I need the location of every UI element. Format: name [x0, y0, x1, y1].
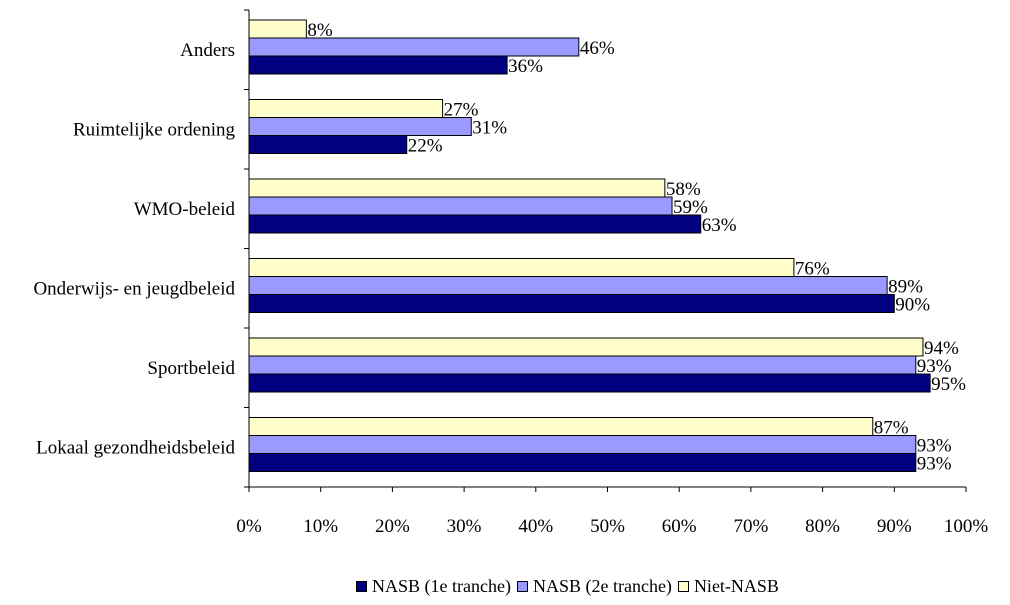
bar-nasb-2e-tranche-wmo-beleid [248, 196, 673, 216]
bar-nasb-1e-tranche-sportbeleid [248, 373, 931, 393]
x-tick-label: 70% [733, 516, 768, 537]
bar-nasb-1e-tranche-wmo-beleid [248, 214, 702, 234]
x-tick-label: 10% [303, 516, 338, 537]
bar-niet-nasb-anders [248, 19, 307, 39]
data-label-nasb-2e-tranche-wmo-beleid: 59% [673, 197, 708, 218]
bar-nasb-2e-tranche-onderwijs-en-jeugdbeleid [248, 276, 888, 295]
data-label-niet-nasb-wmo-beleid: 58% [666, 179, 701, 200]
bar-niet-nasb-lokaal-gezondheidsbeleid [248, 417, 874, 436]
data-label-nasb-2e-tranche-sportbeleid: 93% [917, 356, 952, 377]
bar-niet-nasb-wmo-beleid [248, 178, 666, 198]
data-label-nasb-1e-tranche-anders: 36% [508, 56, 543, 77]
data-label-nasb-2e-tranche-ruimtelijke-ordening: 31% [472, 118, 507, 139]
x-tick-label: 0% [236, 516, 262, 537]
data-label-nasb-2e-tranche-anders: 46% [580, 38, 615, 59]
category-label-onderwijs-en-jeugdbeleid: Onderwijs- en jeugdbeleid [33, 278, 235, 299]
bar-nasb-1e-tranche-ruimtelijke-ordening [248, 135, 408, 154]
x-tick-label: 50% [590, 516, 625, 537]
data-label-nasb-1e-tranche-sportbeleid: 95% [931, 374, 966, 395]
x-tick-label: 20% [375, 516, 410, 537]
x-tick-label: 30% [447, 516, 482, 537]
data-label-niet-nasb-sportbeleid: 94% [924, 338, 959, 359]
bar-nasb-1e-tranche-lokaal-gezondheidsbeleid [248, 453, 917, 472]
x-tick-label: 100% [944, 516, 989, 537]
legend-label-niet-nasb: Niet-NASB [693, 575, 779, 596]
category-label-lokaal-gezondheidsbeleid: Lokaal gezondheidsbeleid [36, 437, 235, 458]
bar-nasb-1e-tranche-anders [248, 55, 508, 75]
bar-nasb-2e-tranche-lokaal-gezondheidsbeleid [248, 435, 917, 454]
bar-nasb-2e-tranche-ruimtelijke-ordening [248, 117, 472, 136]
bar-niet-nasb-onderwijs-en-jeugdbeleid [248, 258, 795, 277]
legend-item-nasb-2e-tranche: NASB (2e tranche) [516, 575, 672, 597]
legend-label-nasb-1e-tranche: NASB (1e tranche) [372, 575, 511, 596]
x-tick-label: 80% [805, 516, 840, 537]
bar-nasb-1e-tranche-onderwijs-en-jeugdbeleid [248, 294, 895, 313]
category-label-sportbeleid: Sportbeleid [147, 358, 235, 379]
data-label-nasb-2e-tranche-onderwijs-en-jeugdbeleid: 89% [888, 277, 923, 298]
legend-label-nasb-2e-tranche: NASB (2e tranche) [532, 575, 672, 596]
legend-item-nasb-1e-tranche: NASB (1e tranche) [356, 576, 511, 597]
bar-niet-nasb-ruimtelijke-ordening [248, 99, 444, 118]
category-label-wmo-beleid: WMO-beleid [134, 199, 236, 220]
x-tick-label: 90% [877, 516, 912, 537]
data-label-niet-nasb-anders: 8% [307, 20, 333, 41]
data-label-nasb-1e-tranche-lokaal-gezondheidsbeleid: 93% [917, 454, 952, 475]
data-label-niet-nasb-ruimtelijke-ordening: 27% [444, 100, 479, 121]
category-label-anders: Anders [180, 40, 235, 61]
data-label-niet-nasb-onderwijs-en-jeugdbeleid: 76% [795, 259, 830, 280]
legend-item-niet-nasb: Niet-NASB [677, 575, 779, 597]
legend-swatch-nasb-1e-tranche [356, 580, 367, 592]
bar-niet-nasb-sportbeleid [248, 337, 924, 357]
data-label-nasb-1e-tranche-ruimtelijke-ordening: 22% [408, 136, 443, 157]
data-label-niet-nasb-lokaal-gezondheidsbeleid: 87% [874, 418, 909, 439]
bar-nasb-2e-tranche-sportbeleid [248, 355, 917, 375]
category-label-ruimtelijke-ordening: Ruimtelijke ordening [73, 119, 236, 140]
x-tick-label: 40% [518, 516, 553, 537]
data-label-nasb-1e-tranche-onderwijs-en-jeugdbeleid: 90% [895, 295, 930, 316]
data-label-nasb-1e-tranche-wmo-beleid: 63% [702, 215, 737, 236]
legend-swatch-nasb-2e-tranche [516, 580, 528, 592]
bar-nasb-2e-tranche-anders [248, 37, 580, 57]
legend-swatch-niet-nasb [677, 580, 689, 592]
data-label-nasb-2e-tranche-lokaal-gezondheidsbeleid: 93% [917, 436, 952, 457]
chart-legend: NASB (1e tranche) NASB (2e tranche) Niet… [356, 575, 785, 597]
x-tick-label: 60% [662, 516, 697, 537]
